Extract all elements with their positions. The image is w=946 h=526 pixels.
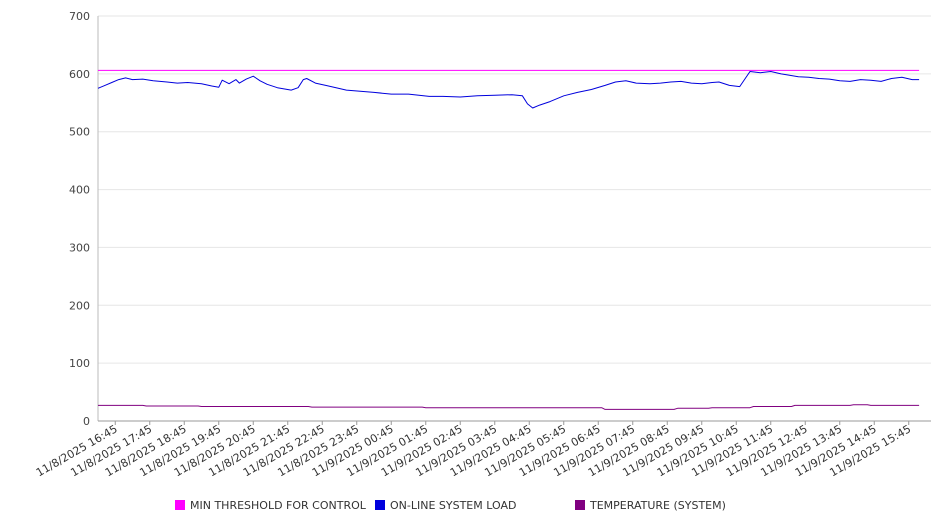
y-axis-ticks: 0 100 200 300 400 500 600 700 — [69, 10, 90, 428]
legend-item-threshold[interactable]: MIN THRESHOLD FOR CONTROL — [175, 497, 366, 513]
series-line-temperature — [98, 404, 920, 410]
legend: MIN THRESHOLD FOR CONTROL ON-LINE SYSTEM… — [0, 497, 946, 515]
legend-swatch-system-load — [375, 500, 385, 510]
grid-lines — [98, 15, 931, 422]
legend-item-system-load[interactable]: ON-LINE SYSTEM LOAD — [375, 497, 516, 513]
series-layer — [97, 69, 920, 410]
y-tick-label: 600 — [69, 68, 90, 81]
legend-item-temperature[interactable]: TEMPERATURE (SYSTEM) — [575, 497, 726, 513]
legend-swatch-threshold — [175, 500, 185, 510]
legend-swatch-temperature — [575, 500, 585, 510]
y-tick-label: 700 — [69, 10, 90, 23]
legend-label-system-load: ON-LINE SYSTEM LOAD — [390, 498, 517, 512]
legend-label-temperature: TEMPERATURE (SYSTEM) — [590, 498, 726, 512]
y-tick-label: 400 — [69, 184, 90, 197]
y-tick-label: 500 — [69, 126, 90, 139]
y-tick-label: 300 — [69, 241, 90, 254]
line-chart: 0 100 200 300 400 500 600 700 11/8/2025 16:4511… — [34, 10, 931, 479]
y-tick-label: 200 — [69, 299, 90, 312]
legend-label-threshold: MIN THRESHOLD FOR CONTROL — [190, 498, 366, 512]
series-line-system-load — [97, 71, 920, 109]
y-tick-label: 100 — [69, 357, 90, 370]
y-tick-label: 0 — [83, 415, 90, 428]
